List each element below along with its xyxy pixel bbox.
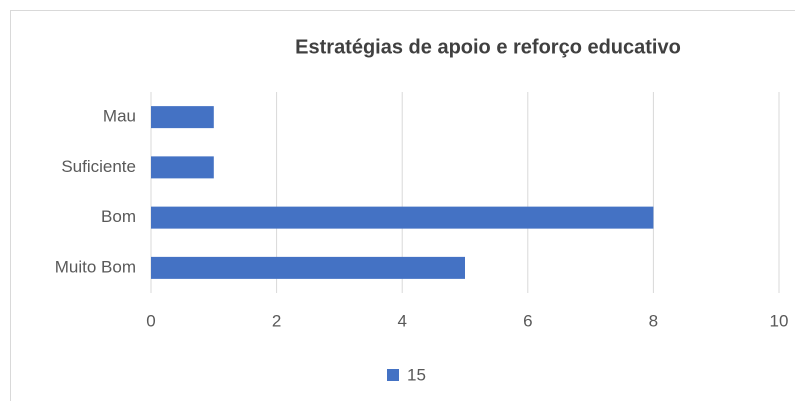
y-tick-label: Mau — [103, 107, 136, 126]
y-tick-label: Bom — [101, 207, 136, 226]
x-tick-label: 2 — [272, 311, 281, 330]
x-tick-label: 10 — [770, 311, 789, 330]
bar — [151, 256, 465, 279]
y-tick-label: Suficiente — [61, 157, 136, 176]
bar — [151, 206, 654, 229]
x-tick-label: 8 — [649, 311, 658, 330]
y-tick-label: Muito Bom — [55, 257, 136, 276]
bar — [151, 106, 214, 129]
bar — [151, 156, 214, 179]
legend-swatch — [387, 369, 399, 381]
chart-title: Estratégias de apoio e reforço educativo — [295, 36, 681, 58]
x-tick-label: 0 — [146, 311, 155, 330]
legend-label: 15 — [407, 365, 426, 384]
chart-frame — [10, 10, 795, 401]
x-tick-label: 4 — [397, 311, 406, 330]
x-tick-label: 6 — [523, 311, 532, 330]
